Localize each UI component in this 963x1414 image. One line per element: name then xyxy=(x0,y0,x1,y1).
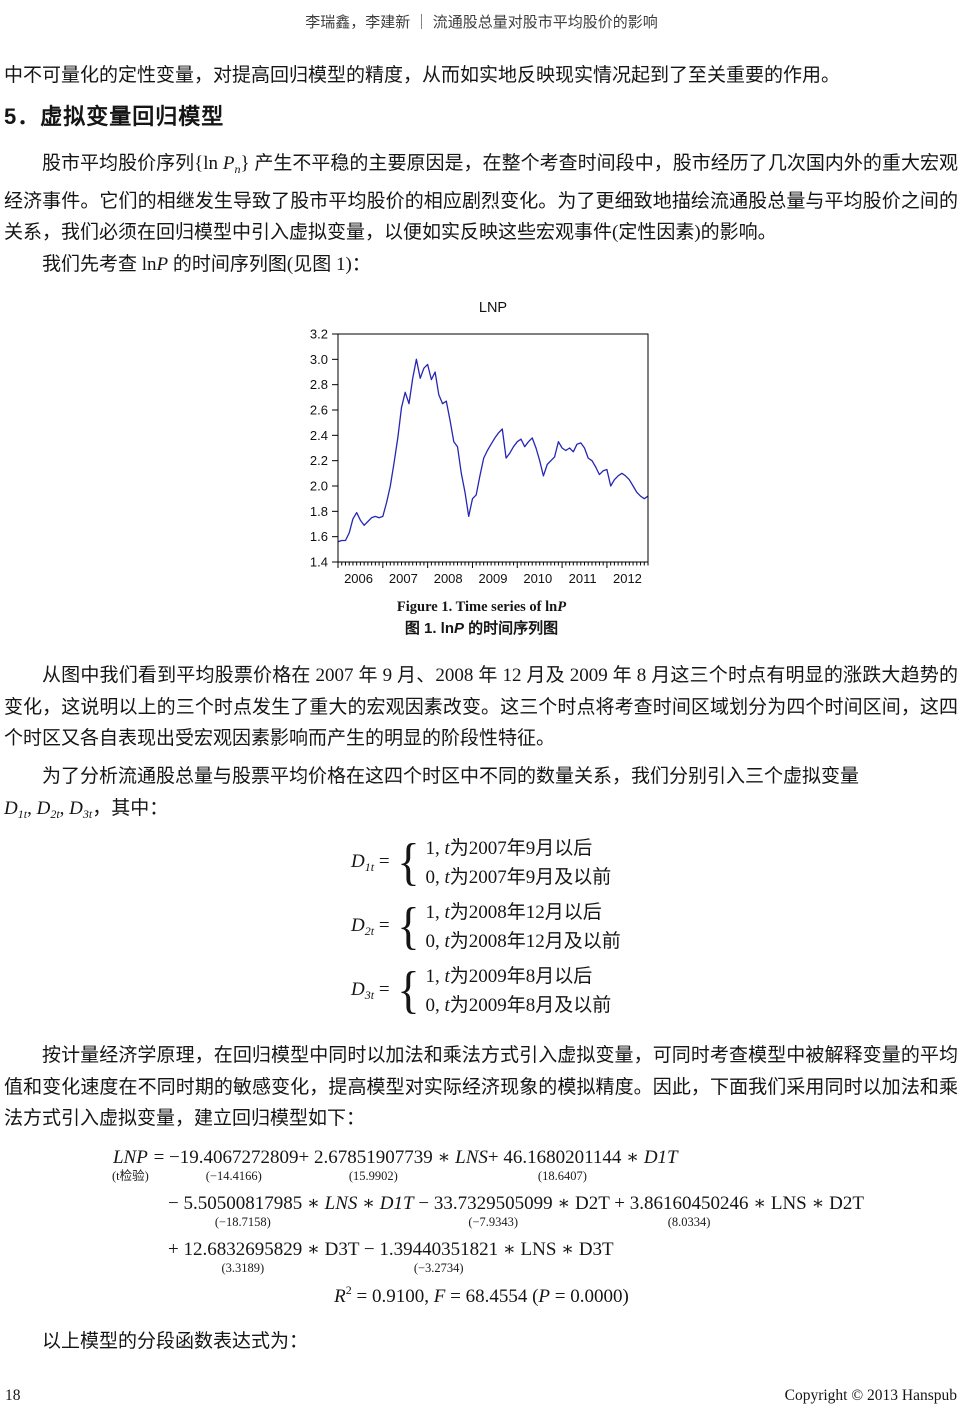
equation-term: −19.4067272809 (−14.4166) xyxy=(169,1147,299,1183)
equation-term: LNS ∗ D1T xyxy=(324,1193,414,1214)
equation-term: 3.86160450246 (8.0334) xyxy=(629,1193,749,1229)
equation-term: D1T xyxy=(643,1147,678,1168)
regression-equation: LNP (t检验) = −19.4067272809 (−14.4166) + 2.6… xyxy=(0,1146,963,1284)
left-brace: { xyxy=(396,962,420,1019)
equation-term: + xyxy=(298,1147,314,1168)
equation-term: ∗ xyxy=(432,1147,456,1168)
figure-1-chart: LNP 1.4 1.6 1.8 2.0 2.2 2.4 2.6 2.8 3.0 3.2 2006 200… xyxy=(300,294,692,592)
equation-term: ∗ LNS ∗ D3T xyxy=(498,1239,614,1260)
equation-term: 5.50500817985 (−18.7158) xyxy=(183,1193,303,1229)
svg-text:2012: 2012 xyxy=(613,571,642,586)
equation-line-1: LNP (t检验) = −19.4067272809 (−14.4166) + 2.6… xyxy=(112,1146,963,1184)
svg-text:3.2: 3.2 xyxy=(310,327,328,342)
dummy-d1-equation: D1t = { 1, t为2007年9月以后 0, t为2007年9月及以前 xyxy=(351,834,621,892)
equation-term: ∗ xyxy=(621,1147,644,1168)
equation-term: 1.39440351821 (−3.2734) xyxy=(379,1239,499,1275)
equation-term: LNS xyxy=(455,1147,488,1168)
paragraph-1: 股市平均股价序列{ln Pn} 产生不平稳的主要原因是，在整个考查时间段中，股市… xyxy=(4,153,958,244)
dummy-d1-lhs: D1t = xyxy=(351,851,390,874)
equation-term: ∗ LNS ∗ D2T xyxy=(748,1193,864,1214)
equation-term: ∗ xyxy=(302,1193,325,1214)
intro-paragraph: 中不可量化的定性变量，对提高回归模型的精度，从而如实地反映现实情况起到了至关重要… xyxy=(4,65,841,86)
dummy-d2-case2: 0, t为2008年12月及以前 xyxy=(425,931,621,952)
svg-text:2007: 2007 xyxy=(389,571,418,586)
equation-term: LNP (t检验) xyxy=(112,1147,149,1183)
figure-caption-en: Figure 1. Time series of lnP xyxy=(396,599,567,615)
equation-term: ∗ D2T + xyxy=(552,1193,630,1214)
left-brace: { xyxy=(396,834,420,891)
svg-text:2.2: 2.2 xyxy=(310,453,328,468)
svg-text:1.6: 1.6 xyxy=(310,529,328,544)
paragraph-3-line2: D1t, D2t, D3t，其中： xyxy=(4,797,169,821)
paragraph-1b: 我们先考查 lnP 的时间序列图(见图 1)： xyxy=(42,253,371,275)
dummy-d3-lhs: D3t = xyxy=(351,979,390,1002)
svg-text:3.0: 3.0 xyxy=(310,352,328,367)
paragraph-2: 从图中我们看到平均股票价格在 2007 年 9 月、2008 年 12 月及 2… xyxy=(4,665,958,750)
svg-text:LNP: LNP xyxy=(479,300,507,316)
dummy-d3-case1: 1, t为2009年8月以后 xyxy=(425,966,593,987)
svg-text:2.0: 2.0 xyxy=(310,479,328,494)
copyright-notice: Copyright © 2013 Hanspub xyxy=(784,1387,957,1404)
regression-fit-statistics: R2 = 0.9100, F = 68.4554 (P = 0.0000) xyxy=(334,1283,629,1307)
paragraph-3-line1: 为了分析流通股总量与股票平均价格在这四个时区中不同的数量关系，我们分别引入三个虚… xyxy=(42,766,860,787)
equation-term: = xyxy=(148,1147,170,1168)
svg-text:2.4: 2.4 xyxy=(310,428,328,443)
page-number: 18 xyxy=(5,1387,21,1404)
left-brace: { xyxy=(396,898,420,955)
lnp-chart-svg: LNP 1.4 1.6 1.8 2.0 2.2 2.4 2.6 2.8 3.0 3.2 2006 200… xyxy=(310,300,649,586)
running-header: 李瑞鑫，李建新 ｜ 流通股总量对股市平均股价的影响 xyxy=(305,15,658,31)
dummy-d1-case2: 0, t为2007年9月及以前 xyxy=(425,867,612,888)
dummy-d3-equation: D3t = { 1, t为2009年8月以后 0, t为2009年8月及以前 xyxy=(351,962,621,1020)
equation-term: 46.1680201144 (18.6407) xyxy=(503,1147,622,1183)
section-heading: 5．虚拟变量回归模型 xyxy=(4,104,225,129)
equation-term: − xyxy=(168,1193,184,1214)
svg-text:1.8: 1.8 xyxy=(310,504,328,519)
dummy-d3-case2: 0, t为2009年8月及以前 xyxy=(425,995,612,1016)
dummy-d2-case1: 1, t为2008年12月以后 xyxy=(425,902,602,923)
dummy-d2-equation: D2t = { 1, t为2008年12月以后 0, t为2008年12月及以前 xyxy=(351,898,621,956)
svg-text:2.8: 2.8 xyxy=(310,377,328,392)
dummy-d2-lhs: D2t = xyxy=(351,915,390,938)
equation-term: − xyxy=(413,1193,434,1214)
equation-term: 33.7329505099 (−7.9343) xyxy=(433,1193,553,1229)
figure-caption-cn: 图 1. lnP 的时间序列图 xyxy=(404,620,559,637)
paragraph-3: 为了分析流通股总量与股票平均价格在这四个时区中不同的数量关系，我们分别引入三个虚… xyxy=(4,761,958,830)
svg-text:1.4: 1.4 xyxy=(310,555,328,570)
svg-text:2009: 2009 xyxy=(479,571,508,586)
equation-line-3: + 12.6832695829 (3.3189) ∗ D3T − 1.394403… xyxy=(168,1238,963,1276)
figure-1-caption: Figure 1. Time series of lnP 图 1. lnP 的时… xyxy=(0,597,963,640)
dummy-d1-case1: 1, t为2007年9月以后 xyxy=(425,838,593,859)
equation-term: 2.67851907739 (15.9902) xyxy=(313,1147,433,1183)
closing-line: 以上模型的分段函数表达式为： xyxy=(42,1331,309,1352)
equation-line-2: − 5.50500817985 (−18.7158) ∗ LNS ∗ D1T − … xyxy=(168,1192,963,1230)
dummy-variable-definitions: D1t = { 1, t为2007年9月以后 0, t为2007年9月及以前 D… xyxy=(351,834,621,1026)
equation-term: 12.6832695829 (3.3189) xyxy=(183,1239,303,1275)
svg-text:2006: 2006 xyxy=(344,571,373,586)
equation-term: + xyxy=(487,1147,504,1168)
equation-term: ∗ D3T − xyxy=(302,1239,380,1260)
paragraph-4: 按计量经济学原理，在回归模型中同时以加法和乘法方式引入虚拟变量，可同时考查模型中… xyxy=(4,1045,958,1130)
svg-text:2008: 2008 xyxy=(434,571,463,586)
equation-term: + xyxy=(168,1239,184,1260)
paragraph-block-1: 股市平均股价序列{ln Pn} 产生不平稳的主要原因是，在整个考查时间段中，股市… xyxy=(4,148,958,280)
svg-text:2010: 2010 xyxy=(523,571,552,586)
svg-text:2.6: 2.6 xyxy=(310,403,328,418)
svg-text:2011: 2011 xyxy=(569,571,597,586)
